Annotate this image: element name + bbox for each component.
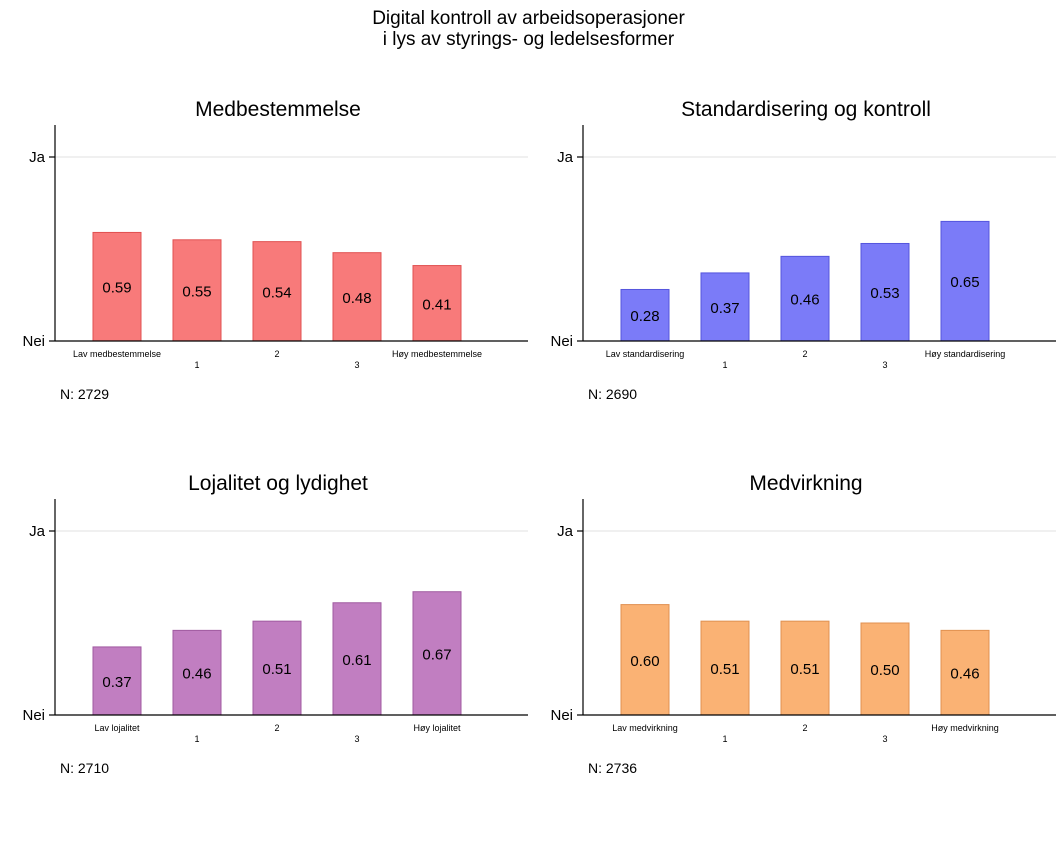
- x-tick-label: 3: [882, 360, 887, 370]
- bar: [780, 255, 830, 342]
- chart-title: Standardisering og kontroll: [681, 98, 931, 121]
- data-label: 0.48: [342, 290, 371, 307]
- y-tick-label: Nei: [550, 333, 573, 350]
- x-tick-label: 2: [802, 349, 807, 359]
- chart-title: Medvirkning: [749, 472, 862, 495]
- y-tick-label: Nei: [22, 707, 45, 724]
- data-label: 0.51: [790, 661, 819, 678]
- data-label: 0.51: [262, 661, 291, 678]
- n-label: N: 2710: [60, 760, 109, 776]
- x-tick-label: Lav medvirkning: [612, 723, 678, 733]
- x-tick-label: Lav medbestemmelse: [73, 349, 161, 359]
- bar: [940, 220, 990, 342]
- bar: [700, 620, 750, 716]
- figure-title-line-1: Digital kontroll av arbeidsoperasjoner: [372, 8, 685, 29]
- bar: [940, 629, 990, 716]
- data-label: 0.37: [710, 300, 739, 317]
- x-tick-label: 3: [882, 734, 887, 744]
- y-tick-label: Nei: [550, 707, 573, 724]
- x-tick-label: 3: [354, 734, 359, 744]
- bar: [332, 602, 382, 716]
- figure-title-line-2: i lys av styrings- og ledelsesformer: [382, 29, 675, 50]
- chart-svg: Lojalitet og lydighet 0.37 0.46 0.51 0.61 0.6…: [22, 472, 528, 776]
- x-tick-label: 2: [274, 723, 279, 733]
- bar: [620, 288, 670, 342]
- bar: [620, 604, 670, 716]
- data-label: 0.46: [182, 666, 211, 683]
- data-label: 0.50: [870, 662, 899, 679]
- chart-svg: Medbestemmelse 0.59 0.55 0.54 0.48 0.41 Nei Ja L…: [22, 98, 528, 402]
- panel-lojalitet: Lojalitet og lydighet 0.37 0.46 0.51 0.61 0.6…: [0, 462, 528, 852]
- y-tick-label: Nei: [22, 333, 45, 350]
- data-label: 0.60: [630, 653, 659, 670]
- x-tick-label: Høy medbestemmelse: [392, 349, 482, 359]
- panel-standardisering: Standardisering og kontroll 0.28 0.37 0.46 0…: [528, 88, 1056, 478]
- data-label: 0.61: [342, 652, 371, 669]
- bar: [412, 591, 462, 716]
- x-tick-label: Høy lojalitet: [413, 723, 461, 733]
- bar: [332, 252, 382, 342]
- chart-title: Medbestemmelse: [195, 98, 361, 121]
- chart-svg: Standardisering og kontroll 0.28 0.37 0.46 0…: [550, 98, 1056, 402]
- data-label: 0.46: [950, 666, 979, 683]
- x-tick-label: 1: [194, 734, 199, 744]
- bar: [252, 620, 302, 716]
- bar: [700, 272, 750, 342]
- x-tick-label: 1: [722, 360, 727, 370]
- bar: [92, 646, 142, 716]
- data-label: 0.41: [422, 296, 451, 313]
- panel-medvirkning: Medvirkning 0.60 0.51 0.51 0.50 0.46 Nei Ja Lav …: [528, 462, 1056, 852]
- panel-medbestemmelse: Medbestemmelse 0.59 0.55 0.54 0.48 0.41 Nei Ja L…: [0, 88, 528, 478]
- bar: [860, 622, 910, 716]
- data-label: 0.55: [182, 283, 211, 300]
- n-label: N: 2736: [588, 760, 637, 776]
- n-label: N: 2690: [588, 386, 637, 402]
- data-label: 0.51: [710, 661, 739, 678]
- data-label: 0.59: [102, 280, 131, 297]
- bar: [172, 629, 222, 716]
- bar: [780, 620, 830, 716]
- y-tick-label: Ja: [557, 523, 574, 540]
- bar: [412, 265, 462, 342]
- n-label: N: 2729: [60, 386, 109, 402]
- data-label: 0.67: [422, 646, 451, 663]
- data-label: 0.46: [790, 292, 819, 309]
- chart-title: Lojalitet og lydighet: [188, 472, 368, 495]
- y-tick-label: Ja: [557, 149, 574, 166]
- y-tick-label: Ja: [29, 523, 46, 540]
- x-tick-label: 1: [722, 734, 727, 744]
- x-tick-label: 3: [354, 360, 359, 370]
- data-label: 0.65: [950, 274, 979, 291]
- data-label: 0.54: [262, 284, 291, 301]
- chart-svg: Medvirkning 0.60 0.51 0.51 0.50 0.46 Nei Ja Lav …: [550, 472, 1056, 776]
- data-label: 0.37: [102, 674, 131, 691]
- x-tick-label: Høy medvirkning: [931, 723, 999, 733]
- x-tick-label: Høy standardisering: [925, 349, 1006, 359]
- x-tick-label: 1: [194, 360, 199, 370]
- y-tick-label: Ja: [29, 149, 46, 166]
- x-tick-label: Lav lojalitet: [94, 723, 140, 733]
- data-label: 0.53: [870, 285, 899, 302]
- figure-title: Digital kontroll av arbeidsoperasjoner i…: [0, 8, 1057, 50]
- x-tick-label: Lav standardisering: [606, 349, 685, 359]
- data-label: 0.28: [630, 308, 659, 325]
- x-tick-label: 2: [274, 349, 279, 359]
- x-tick-label: 2: [802, 723, 807, 733]
- bar: [172, 239, 222, 342]
